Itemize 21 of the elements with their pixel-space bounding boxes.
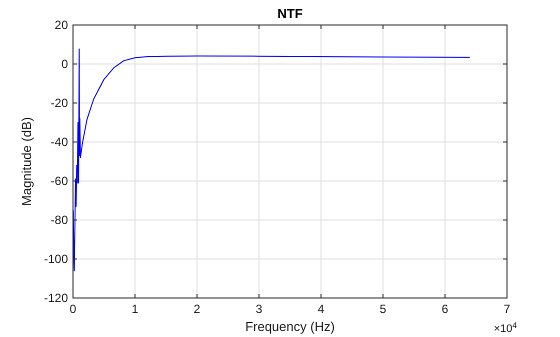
y-tick-label: -120 xyxy=(44,291,68,306)
x-tick-label: 0 xyxy=(70,302,77,316)
x-tick-label: 6 xyxy=(442,302,449,316)
x-tick-label: 7 xyxy=(504,302,511,316)
x-tick-label: 1 xyxy=(132,302,139,316)
y-tick-label: -100 xyxy=(44,252,68,266)
line-series xyxy=(72,48,470,272)
y-tick-label: 0 xyxy=(61,57,68,72)
y-tick-label: -20 xyxy=(50,96,68,110)
y-tick-label: -80 xyxy=(50,213,68,228)
x-tick-label: 5 xyxy=(380,302,387,316)
y-axis-title: Magnitude (dB) xyxy=(19,117,34,206)
chart-title: NTF xyxy=(277,6,303,21)
y-tick-label: -60 xyxy=(50,174,68,188)
y-tick-label: -40 xyxy=(50,135,68,150)
x-tick-label: 2 xyxy=(194,302,201,316)
text: ×10$^{4}$ xyxy=(494,320,518,335)
x-axis-title: Frequency (Hz) xyxy=(245,319,335,334)
x-tick-label: 3 xyxy=(256,302,263,316)
x-tick-label: 4 xyxy=(318,302,325,316)
y-tick-label: 20 xyxy=(54,18,68,32)
